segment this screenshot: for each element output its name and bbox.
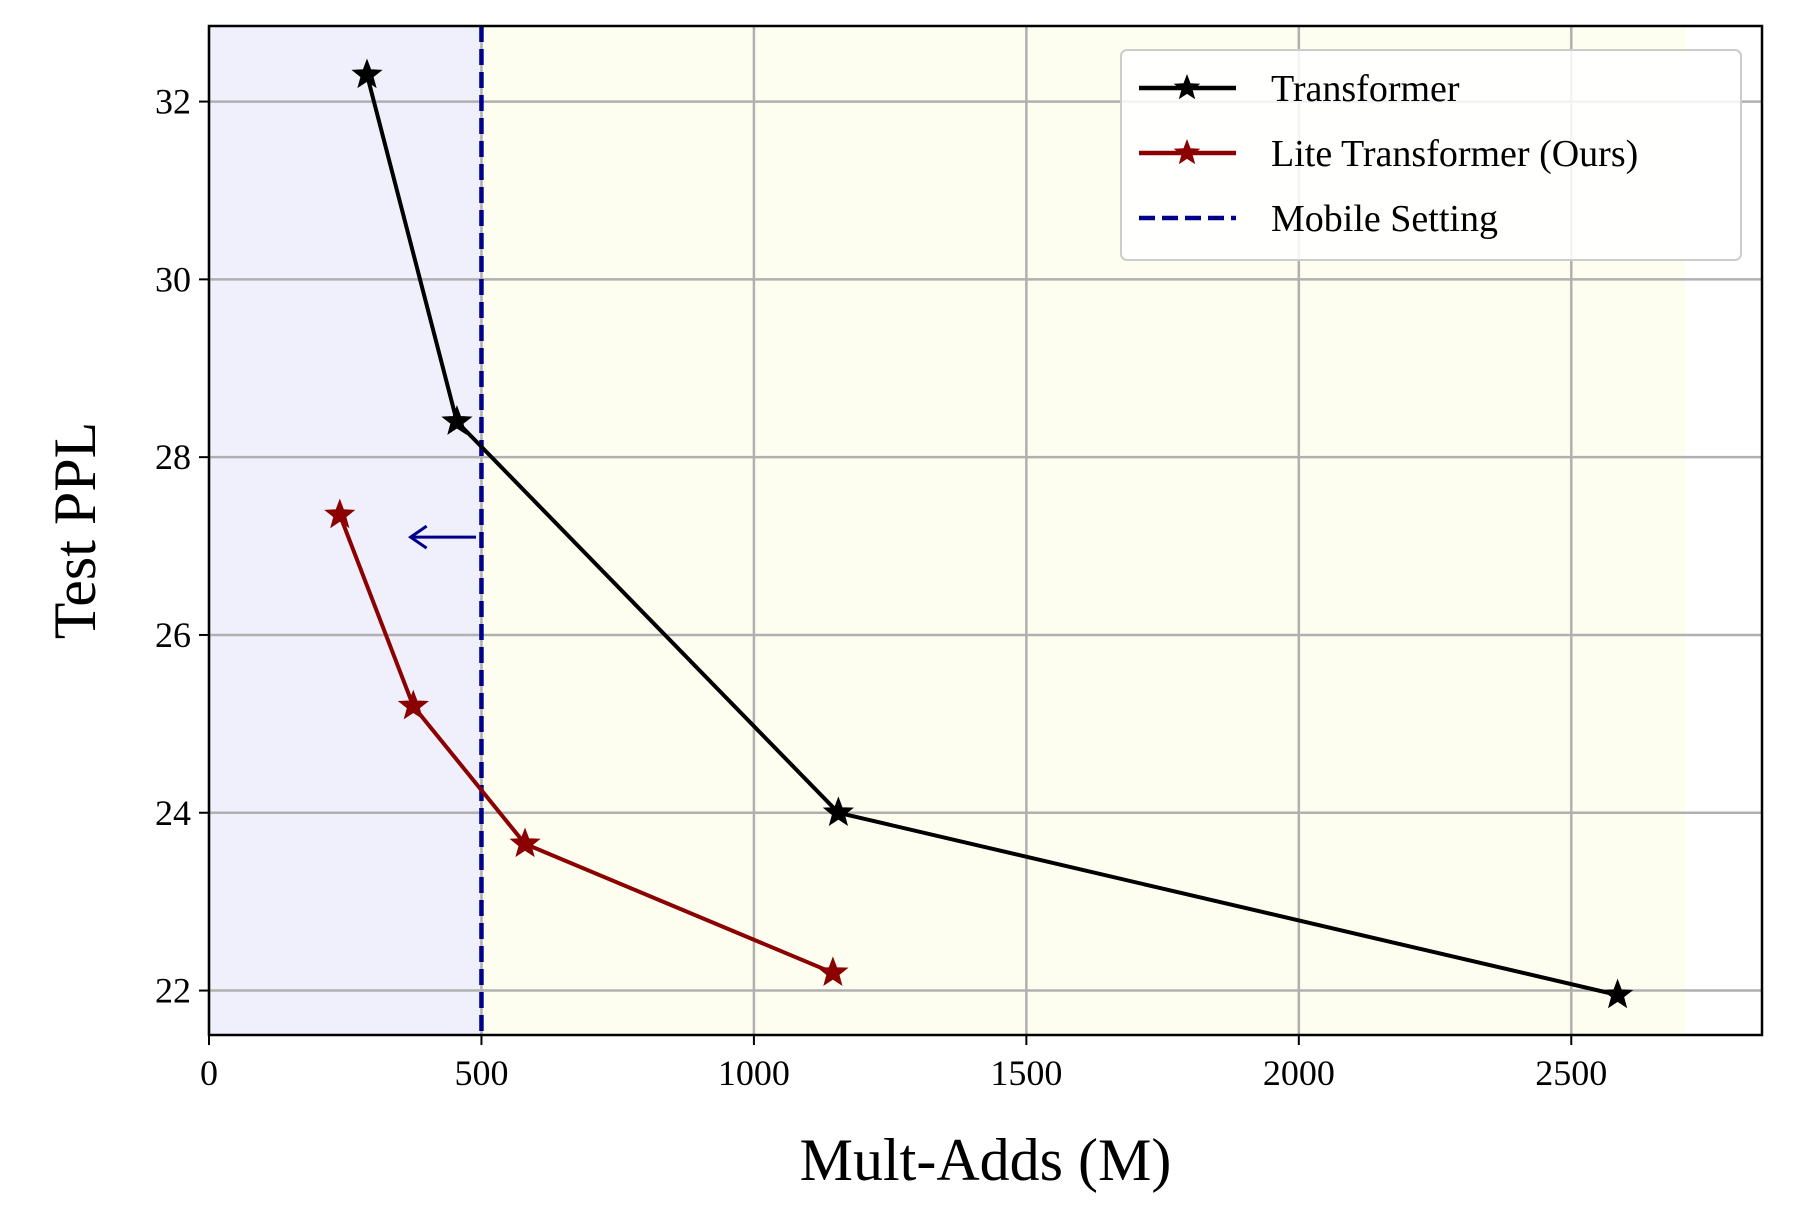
x-tick-label-500: 500 (454, 1053, 508, 1093)
lite-transformer-point-3 (817, 956, 849, 987)
legend-transformer-marker (1173, 74, 1201, 100)
legend: Transformer Lite Transformer (Ours) Mobile… (1120, 49, 1742, 261)
y-axis-ticks: 22 24 26 28 30 32 (155, 82, 209, 1011)
transformer-point-1 (441, 405, 473, 435)
y-tick-label-30: 30 (155, 259, 191, 299)
legend-mobile-setting-label: Mobile Setting (1271, 198, 1498, 240)
y-tick-label-32: 32 (155, 82, 191, 122)
lite-transformer-line (337, 514, 834, 975)
lite-transformer-point-0 (324, 498, 356, 529)
lite-transformer-point-2 (509, 827, 541, 858)
transformer-point-0 (351, 58, 383, 89)
legend-lite-transformer-marker (1173, 139, 1201, 165)
series-lines (324, 58, 1634, 1009)
x-tick-label-1000: 1000 (718, 1053, 790, 1093)
transformer-point-2 (822, 796, 854, 827)
plot-frame (207, 24, 1764, 1037)
lite-transformer-point-1 (397, 689, 429, 720)
legend-box (1120, 49, 1742, 261)
x-tick-label-0: 0 (200, 1053, 218, 1093)
annotation-arrow (407, 524, 477, 550)
y-tick-label-28: 28 (155, 437, 191, 477)
y-tick-label-26: 26 (155, 615, 191, 655)
legend-lite-transformer-label: Lite Transformer (Ours) (1271, 133, 1638, 175)
legend-transformer-label: Transformer (1271, 68, 1460, 110)
x-axis-title: Mult-Adds (M) (800, 1127, 1172, 1193)
y-axis-title: Test PPL (42, 422, 108, 640)
y-tick-label-24: 24 (155, 793, 191, 833)
x-axis-ticks: 0 500 1000 1500 2000 2500 (200, 1035, 1607, 1093)
arrow-head (407, 524, 428, 550)
x-tick-label-2000: 2000 (1263, 1053, 1335, 1093)
transformer-line (365, 74, 1619, 997)
x-tick-label-2500: 2500 (1535, 1053, 1607, 1093)
y-tick-label-22: 22 (155, 971, 191, 1011)
transformer-point-3 (1601, 978, 1634, 1009)
x-tick-label-1500: 1500 (990, 1053, 1062, 1093)
